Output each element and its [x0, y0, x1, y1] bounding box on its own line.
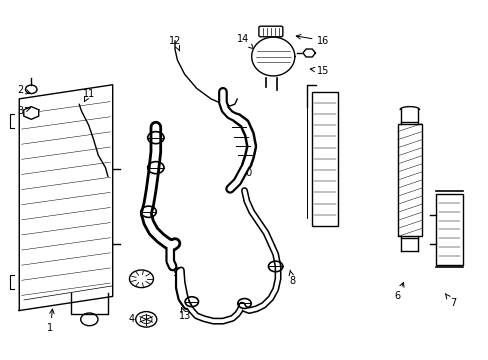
- Text: 6: 6: [394, 282, 403, 301]
- Text: 1: 1: [47, 309, 54, 333]
- Text: 15: 15: [310, 66, 329, 76]
- Text: 8: 8: [288, 270, 295, 285]
- Text: 3: 3: [18, 106, 30, 116]
- Text: 2: 2: [18, 85, 30, 95]
- Bar: [435, 194, 462, 265]
- Text: 11: 11: [82, 89, 95, 102]
- Circle shape: [136, 312, 157, 327]
- Text: 9: 9: [170, 265, 178, 279]
- Bar: [397, 123, 421, 237]
- Text: 12: 12: [168, 36, 181, 51]
- FancyBboxPatch shape: [258, 26, 282, 37]
- Circle shape: [129, 270, 153, 288]
- Text: 7: 7: [445, 294, 455, 309]
- Text: 4: 4: [128, 314, 142, 324]
- Text: 16: 16: [296, 35, 329, 46]
- Text: 10: 10: [240, 165, 252, 178]
- Bar: [311, 92, 337, 226]
- Text: 5: 5: [128, 275, 141, 285]
- Polygon shape: [251, 37, 294, 76]
- Polygon shape: [303, 49, 315, 57]
- Polygon shape: [19, 85, 112, 311]
- Text: 13: 13: [178, 308, 190, 321]
- Text: 14: 14: [237, 34, 253, 49]
- Polygon shape: [24, 107, 39, 119]
